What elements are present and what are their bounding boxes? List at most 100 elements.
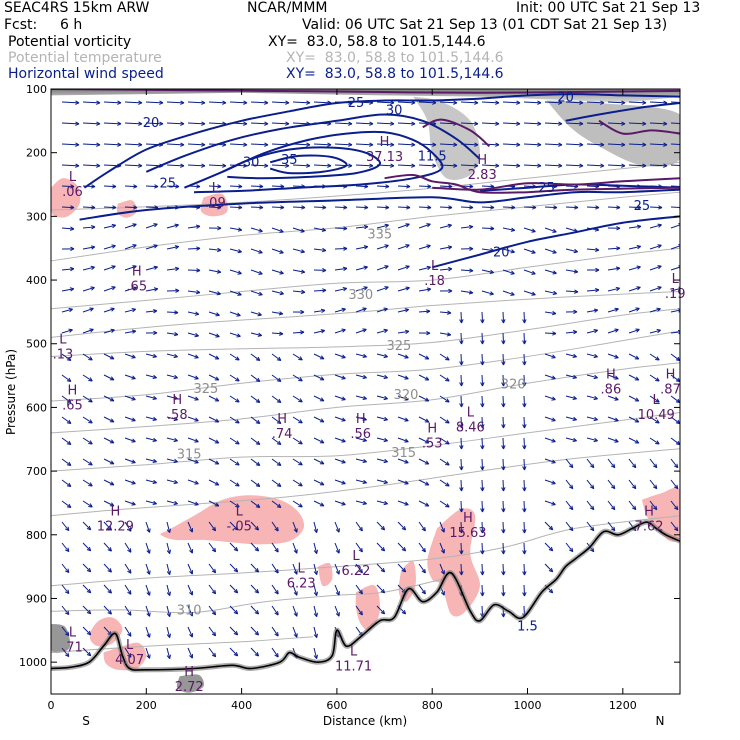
wind-vector xyxy=(145,330,158,336)
wind-vector-shaft xyxy=(649,308,661,313)
wind-vector xyxy=(397,542,407,552)
wind-vector xyxy=(229,500,240,508)
wind-vector xyxy=(61,416,72,424)
wind-vector-head xyxy=(111,286,116,291)
wind-vector-shaft xyxy=(523,269,536,275)
wind-vector-head xyxy=(293,633,298,638)
wind-vector xyxy=(124,374,136,380)
wind-vector-head xyxy=(593,308,599,313)
wind-vector xyxy=(82,500,93,508)
wind-vector-shaft xyxy=(61,416,72,424)
wind-vector-shaft xyxy=(376,101,395,104)
wind-vector-shaft xyxy=(481,521,484,534)
wind-vector-head xyxy=(615,266,621,271)
wind-vector-head xyxy=(468,290,474,295)
wind-vector-head xyxy=(411,142,416,147)
wind-vector xyxy=(271,521,279,532)
pv-extremum-value: .74 xyxy=(272,427,293,442)
wind-vector-shaft xyxy=(523,584,526,597)
wind-vector-head xyxy=(551,417,556,422)
wind-vector-head xyxy=(342,266,348,272)
wind-vector xyxy=(586,288,600,293)
wind-vector-shaft xyxy=(334,479,346,485)
wind-vector xyxy=(480,500,485,513)
wind-vector-head xyxy=(489,291,494,296)
wind-vector-shaft xyxy=(502,101,521,104)
wind-vector-shaft xyxy=(61,521,70,531)
wind-vector-head xyxy=(214,397,220,402)
wind-vector-shaft xyxy=(397,458,409,464)
wind-vector xyxy=(649,328,661,334)
wind-vector-shaft xyxy=(355,563,363,574)
wind-vector-shaft xyxy=(376,374,388,379)
wind-vector-shaft xyxy=(124,542,132,553)
wind-vector-shaft xyxy=(355,185,369,188)
wind-vector-head xyxy=(445,482,450,487)
pv-extremum-type: H xyxy=(427,422,437,437)
fcst-label: Fcst: xyxy=(4,17,38,33)
wind-vector xyxy=(565,329,578,335)
wind-vector xyxy=(82,563,92,573)
wind-vector-head xyxy=(233,525,239,531)
pv-extremum-value: .86 xyxy=(601,383,622,398)
wind-vector-head xyxy=(501,613,506,618)
wind-vector xyxy=(187,332,199,338)
wind-vector-head xyxy=(127,527,132,532)
wind-vector xyxy=(250,542,260,552)
pv-extremum-type: H xyxy=(380,135,390,150)
wind-vector xyxy=(355,500,367,505)
wind-vector xyxy=(124,521,132,532)
wind-vector-shaft xyxy=(103,206,117,209)
wind-vector-shaft xyxy=(187,542,193,554)
pv-fill-region xyxy=(427,508,480,617)
wind-vector-head xyxy=(117,142,122,147)
wind-vector xyxy=(565,289,579,294)
pv-extremum: L6.23 xyxy=(287,562,316,592)
wind-vector-shaft xyxy=(124,626,132,637)
wind-vector xyxy=(522,584,527,597)
wind-vector-shaft xyxy=(418,206,432,209)
wind-vector xyxy=(522,395,527,408)
wind-vector-head xyxy=(194,375,199,380)
wind-vector-shaft xyxy=(397,500,409,506)
wind-vector-head xyxy=(342,287,348,292)
wind-vector-shaft xyxy=(229,269,242,275)
wind-vector xyxy=(208,500,220,507)
wind-vector-head xyxy=(385,184,390,189)
wind-vector-shaft xyxy=(628,500,637,510)
wind-vector-head xyxy=(201,142,206,147)
wind-vector-head xyxy=(655,440,660,445)
wind-vector-shaft xyxy=(418,185,432,188)
wind-vector-head xyxy=(132,265,137,270)
wind-vector-shaft xyxy=(502,311,505,324)
wind-vector xyxy=(544,563,554,573)
wind-vector-head xyxy=(211,568,217,574)
wind-vector-head xyxy=(655,398,660,403)
wind-vector xyxy=(271,331,284,336)
wind-vector xyxy=(502,290,515,296)
wind-vector-head xyxy=(194,311,200,316)
wind-vector-shaft xyxy=(166,246,179,250)
wind-vector-head xyxy=(319,397,325,402)
wind-vector-head xyxy=(558,100,563,105)
wind-vector xyxy=(586,416,598,422)
wind-vector-shaft xyxy=(229,311,241,317)
wind-vector xyxy=(334,563,340,575)
wind-vector-head xyxy=(589,484,595,490)
wind-vector-shaft xyxy=(334,247,348,250)
wind-vector xyxy=(649,374,660,382)
wind-vector-head xyxy=(551,396,556,401)
pv-contour-line xyxy=(384,173,680,194)
wind-vector-head xyxy=(194,438,199,443)
wind-vector xyxy=(61,479,72,487)
wind-vector-head xyxy=(293,612,298,617)
wind-vector-head xyxy=(424,460,430,465)
wind-vector-head xyxy=(568,484,574,490)
wind-vector-shaft xyxy=(502,542,505,555)
wind-vector-head xyxy=(459,508,464,513)
wind-vector-shaft xyxy=(82,328,94,334)
wind-vector-head xyxy=(469,184,474,189)
wind-vector-head xyxy=(319,376,325,381)
wind-vector xyxy=(544,310,557,316)
wind-vector-shaft xyxy=(292,331,305,334)
